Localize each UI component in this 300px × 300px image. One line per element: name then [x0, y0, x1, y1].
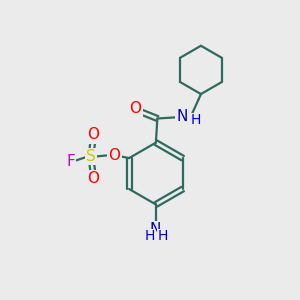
Text: O: O: [108, 148, 120, 163]
Text: N: N: [177, 109, 188, 124]
Text: F: F: [66, 154, 75, 169]
Text: H: H: [190, 113, 201, 127]
Text: H: H: [144, 229, 154, 243]
Text: O: O: [87, 171, 99, 186]
Text: O: O: [129, 101, 141, 116]
Text: H: H: [157, 229, 168, 243]
Text: O: O: [87, 127, 99, 142]
Text: S: S: [86, 149, 96, 164]
Text: N: N: [150, 222, 161, 237]
